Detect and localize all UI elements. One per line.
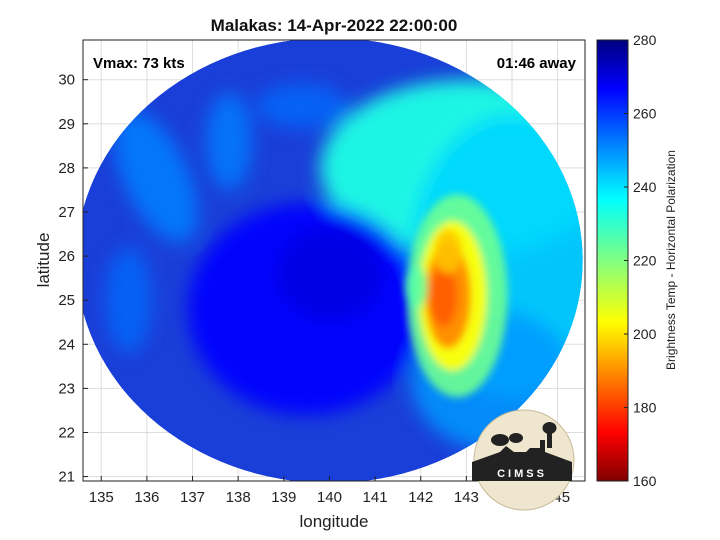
swath-cold-cell-top	[434, 229, 462, 274]
swath-outer-band-west	[105, 247, 152, 354]
swath-outer-band-north	[206, 92, 252, 190]
swath-eye	[274, 225, 385, 323]
logo-tower-icon	[547, 428, 552, 448]
y-tick-label: 29	[58, 116, 75, 133]
x-tick-label: 138	[226, 489, 251, 506]
logo-text: CIMSS	[497, 468, 547, 480]
y-tick-label: 22	[58, 424, 75, 441]
y-axis: 21 22 23 24 25 26 27 28 29 30	[58, 72, 88, 486]
colorbar-label: Brightness Temp - Horizontal Polarizatio…	[664, 150, 678, 370]
colorbar-tick-label: 200	[633, 326, 657, 342]
cimss-logo: CIMSS	[472, 409, 575, 511]
x-tick-label: 139	[271, 489, 296, 506]
y-tick-label: 21	[58, 469, 75, 486]
y-tick-label: 23	[58, 380, 75, 397]
logo-building-icon	[472, 440, 572, 481]
x-tick-label: 137	[180, 489, 205, 506]
colorbar-tick-label: 160	[633, 473, 657, 489]
x-tick-label: 135	[89, 489, 114, 506]
colorbar-tick-label: 220	[633, 253, 657, 269]
y-tick-label: 24	[58, 336, 75, 353]
colorbar-tick-label: 260	[633, 106, 657, 122]
y-tick-label: 27	[58, 204, 75, 221]
x-axis-label: longitude	[299, 512, 368, 531]
colorbar-tick-label: 180	[633, 400, 657, 416]
y-tick-label: 30	[58, 72, 75, 89]
swath-cold-cell	[429, 264, 458, 327]
time-offset-annotation: 01:46 away	[497, 55, 577, 72]
swath-outer-band-top	[256, 84, 348, 129]
swath-cold-cell-edge	[404, 264, 428, 310]
x-tick-label: 141	[363, 489, 388, 506]
y-axis-label: latitude	[34, 233, 53, 288]
x-tick-label: 143	[454, 489, 479, 506]
colorbar-tick-label: 280	[633, 32, 657, 48]
swath-outer-band	[114, 111, 198, 243]
y-tick-label: 26	[58, 248, 75, 265]
logo-dish-icon	[491, 434, 509, 446]
vmax-annotation: Vmax: 73 kts	[93, 55, 185, 72]
chart-title: Malakas: 14-Apr-2022 22:00:00	[211, 16, 458, 35]
colorbar: 160 180 200 220 240 260 280 Brightness Temp - …	[596, 32, 678, 489]
x-tick-label: 140	[317, 489, 342, 506]
colorbar-gradient	[596, 39, 629, 482]
x-tick-label: 142	[408, 489, 433, 506]
y-tick-label: 25	[58, 292, 75, 309]
logo-dish-icon-2	[509, 433, 523, 443]
colorbar-tick-label: 240	[633, 179, 657, 195]
y-tick-label: 28	[58, 160, 75, 177]
plot-frame	[82, 39, 586, 482]
x-tick-label: 136	[134, 489, 159, 506]
